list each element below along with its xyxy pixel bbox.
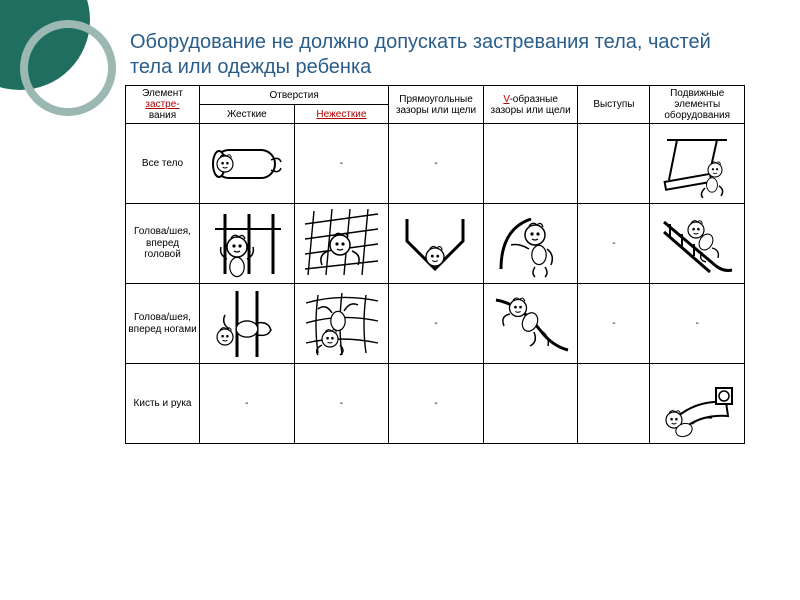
cell-r3c5: - bbox=[578, 284, 650, 364]
safety-table: Элемент застре- вания Отверстия Прямоуго… bbox=[125, 85, 745, 444]
header-element: Элемент застре- вания bbox=[126, 86, 200, 124]
slide-title: Оборудование не должно допускать застрев… bbox=[130, 30, 730, 80]
slide: Оборудование не должно допускать застрев… bbox=[0, 0, 800, 600]
slide-leg-icon bbox=[490, 290, 572, 358]
cell-r4c6 bbox=[650, 364, 745, 444]
cell-r1c1 bbox=[200, 124, 295, 204]
cell-r2c4 bbox=[483, 204, 578, 284]
cell-r4c3: - bbox=[389, 364, 484, 444]
head-net-icon bbox=[300, 209, 382, 279]
header-protrusions: Выступы bbox=[578, 86, 650, 124]
cell-r2c6 bbox=[650, 204, 745, 284]
header-row-1: Элемент застре- вания Отверстия Прямоуго… bbox=[126, 86, 745, 105]
cell-r4c5 bbox=[578, 364, 650, 444]
swing-fall-icon bbox=[657, 130, 737, 198]
legs-pole-icon bbox=[207, 289, 287, 359]
cell-r2c5: - bbox=[578, 204, 650, 284]
header-moving: Подвижные элементы оборудования bbox=[650, 86, 745, 124]
hand-under-icon bbox=[656, 370, 738, 438]
vshape-head-icon bbox=[397, 211, 475, 277]
cell-r2c3 bbox=[389, 204, 484, 284]
cell-r1c2: - bbox=[294, 124, 389, 204]
header-element-red: застре- bbox=[145, 99, 179, 110]
table-row: Голова/шея, вперед ногами - - - bbox=[126, 284, 745, 364]
cell-r1c4 bbox=[483, 124, 578, 204]
cell-r1c5 bbox=[578, 124, 650, 204]
head-bars-icon bbox=[207, 209, 287, 279]
legs-net-icon bbox=[300, 289, 382, 359]
table-row: Все тело - - bbox=[126, 124, 745, 204]
cell-r4c2: - bbox=[294, 364, 389, 444]
cell-r1c6 bbox=[650, 124, 745, 204]
rowlabel-hand: Кисть и рука bbox=[126, 364, 200, 444]
rowlabel-body: Все тело bbox=[126, 124, 200, 204]
rowlabel-legs-first: Голова/шея, вперед ногами bbox=[126, 284, 200, 364]
tube-icon bbox=[207, 132, 287, 196]
table-row: Кисть и рука - - - bbox=[126, 364, 745, 444]
cell-r4c4 bbox=[483, 364, 578, 444]
table-row: Голова/шея, вперед головой - bbox=[126, 204, 745, 284]
corner-deco-icon bbox=[0, 0, 120, 120]
cell-r2c2 bbox=[294, 204, 389, 284]
cell-r3c6: - bbox=[650, 284, 745, 364]
cell-r3c1 bbox=[200, 284, 295, 364]
cell-r1c3: - bbox=[389, 124, 484, 204]
header-vshape: V-образные зазоры или щели bbox=[483, 86, 578, 124]
rowlabel-head-first: Голова/шея, вперед головой bbox=[126, 204, 200, 284]
header-rigid: Жесткие bbox=[200, 105, 295, 124]
cell-r2c1 bbox=[200, 204, 295, 284]
header-nonrigid: Нежесткие bbox=[294, 105, 389, 124]
cell-r4c1: - bbox=[200, 364, 295, 444]
cell-r3c4 bbox=[483, 284, 578, 364]
header-rect: Прямоугольные зазоры или щели bbox=[389, 86, 484, 124]
header-holes: Отверстия bbox=[200, 86, 389, 105]
slide-fall-icon bbox=[656, 210, 738, 278]
cell-r3c2 bbox=[294, 284, 389, 364]
cell-r3c3: - bbox=[389, 284, 484, 364]
head-cling-icon bbox=[491, 209, 571, 279]
